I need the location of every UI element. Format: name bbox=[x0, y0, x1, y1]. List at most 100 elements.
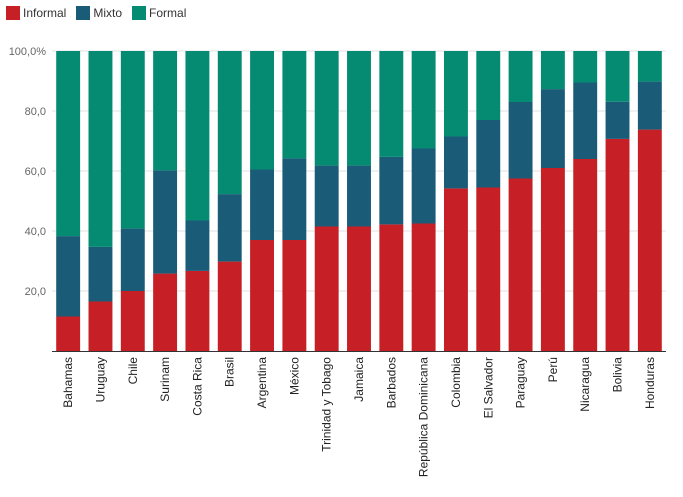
bar-segment-informal: Chile – Informal: 20 bbox=[120, 291, 145, 351]
bar-segment-informal: Nicaragua – Informal: 64 bbox=[573, 159, 598, 351]
x-tick-label: Honduras bbox=[643, 357, 657, 409]
bar-segment-informal: Perú – Informal: 61 bbox=[540, 168, 565, 351]
bar-segment-formal: México – Formal: 35.8 bbox=[282, 51, 307, 159]
bar-segment-mixto: Chile – Mixto: 20.8 bbox=[120, 228, 145, 291]
bar-group-argentina: Argentina – Informal: 37Argentina – Mixt… bbox=[250, 51, 275, 351]
x-tick-label: Chile bbox=[126, 357, 140, 385]
y-tick-label: 20,0 bbox=[25, 286, 46, 298]
bar-segment-mixto: El Salvador – Mixto: 22.5 bbox=[476, 120, 501, 188]
bar-segment-mixto: Nicaragua – Mixto: 25.5 bbox=[573, 82, 598, 159]
x-tick-label: Brasil bbox=[223, 357, 237, 387]
bar-group-nicaragua: Nicaragua – Informal: 64Nicaragua – Mixt… bbox=[573, 51, 598, 351]
bar-segment-formal: Perú – Formal: 12.7 bbox=[540, 51, 565, 90]
bar-group-uruguay: Uruguay – Informal: 16.5Uruguay – Mixto:… bbox=[88, 51, 113, 351]
bar-segment-informal: Honduras – Informal: 73.8 bbox=[637, 129, 662, 351]
bar-segment-informal: Brasil – Informal: 29.8 bbox=[217, 261, 242, 351]
legend-item-mixto[interactable]: Mixto bbox=[76, 6, 122, 20]
bar-segment-mixto: Uruguay – Mixto: 18.2 bbox=[88, 246, 113, 302]
x-tick-label: Costa Rica bbox=[190, 357, 204, 416]
bar-group-bolivia: Bolivia – Informal: 70.7Bolivia – Mixto:… bbox=[605, 51, 630, 351]
bar-segment-informal: Costa Rica – Informal: 26.7 bbox=[185, 270, 210, 351]
x-tick-label: Surinam bbox=[158, 357, 172, 402]
x-tick-label: Nicaragua bbox=[578, 357, 592, 412]
bar-segment-informal: República Dominicana – Informal: 42.5 bbox=[411, 223, 436, 351]
bar-segment-mixto: Costa Rica – Mixto: 16.8 bbox=[185, 220, 210, 271]
bar-segment-formal: Jamaica – Formal: 38.2 bbox=[347, 51, 371, 166]
bar-segment-mixto: Colombia – Mixto: 17.3 bbox=[443, 136, 468, 189]
x-tick-label: Colombia bbox=[449, 357, 463, 408]
y-tick-label: 100,0% bbox=[9, 46, 47, 58]
x-tick-label: Trinidad y Tobago bbox=[320, 357, 334, 452]
bar-segment-formal: Paraguay – Formal: 17 bbox=[508, 51, 533, 102]
bar-group-colombia: Colombia – Informal: 54.2Colombia – Mixt… bbox=[443, 51, 468, 351]
bar-group-méxico: México – Informal: 37México – Mixto: 27.… bbox=[282, 51, 307, 351]
y-tick-label: 60,0 bbox=[25, 166, 46, 178]
bar-group-el-salvador: El Salvador – Informal: 54.5El Salvador … bbox=[476, 51, 501, 351]
bar-group-brasil: Brasil – Informal: 29.8Brasil – Mixto: 2… bbox=[217, 51, 242, 351]
bar-segment-formal: Costa Rica – Formal: 56.5 bbox=[185, 51, 210, 221]
bar-segment-formal: Colombia – Formal: 28.5 bbox=[443, 51, 468, 137]
bar-segment-informal: México – Informal: 37 bbox=[282, 240, 307, 351]
bar-segment-mixto: Surinam – Mixto: 34.4 bbox=[153, 170, 178, 274]
bar-group-bahamas: Bahamas – Informal: 11.5Bahamas – Mixto:… bbox=[56, 51, 81, 351]
y-tick-label: 80,0 bbox=[25, 106, 46, 118]
bar-group-chile: Chile – Informal: 20Chile – Mixto: 20.8C… bbox=[120, 51, 145, 351]
bar-segment-informal: Bahamas – Informal: 11.5 bbox=[56, 316, 81, 351]
bar-segment-formal: Argentina – Formal: 39.5 bbox=[250, 51, 275, 170]
bar-segment-informal: Paraguay – Informal: 57.5 bbox=[508, 178, 533, 351]
legend-item-informal[interactable]: Informal bbox=[6, 6, 66, 20]
bar-segment-informal: Surinam – Informal: 25.8 bbox=[153, 273, 178, 351]
bar-segment-formal: El Salvador – Formal: 23 bbox=[476, 51, 501, 120]
bar-segment-formal: República Dominicana – Formal: 32.5 bbox=[411, 51, 436, 149]
bar-segment-informal: Argentina – Informal: 37 bbox=[250, 240, 275, 351]
bar-segment-mixto: Perú – Mixto: 26.3 bbox=[540, 89, 565, 168]
x-tick-label: El Salvador bbox=[481, 357, 495, 418]
bar-segment-mixto: República Dominicana – Mixto: 25 bbox=[411, 148, 436, 224]
bar-segment-formal: Barbados – Formal: 35.3 bbox=[379, 51, 404, 157]
x-tick-label: Argentina bbox=[255, 357, 269, 409]
legend: Informal Mixto Formal bbox=[6, 6, 186, 20]
bar-segment-informal: Trinidad y Tobago – Informal: 41.5 bbox=[314, 226, 339, 351]
bar-group-surinam: Surinam – Informal: 25.8Surinam – Mixto:… bbox=[153, 51, 178, 351]
bar-group-honduras: Honduras – Informal: 73.8Honduras – Mixt… bbox=[637, 51, 662, 351]
bar-segment-formal: Trinidad y Tobago – Formal: 38.2 bbox=[314, 51, 339, 166]
legend-label-formal: Formal bbox=[149, 6, 187, 20]
bar-segment-mixto: México – Mixto: 27.2 bbox=[282, 158, 307, 240]
bar-group-jamaica: Jamaica – Informal: 41.5Jamaica – Mixto:… bbox=[347, 51, 371, 351]
bar-segment-mixto: Paraguay – Mixto: 25.5 bbox=[508, 102, 533, 179]
bar-segment-informal: El Salvador – Informal: 54.5 bbox=[476, 187, 501, 351]
bar-group-república-dominicana: República Dominicana – Informal: 42.5Rep… bbox=[411, 51, 436, 351]
legend-swatch-informal bbox=[6, 6, 20, 20]
bar-segment-informal: Bolivia – Informal: 70.7 bbox=[605, 138, 630, 351]
bar-segment-formal: Chile – Formal: 59.2 bbox=[120, 51, 145, 229]
y-tick-label: 40,0 bbox=[25, 226, 46, 238]
bar-segment-formal: Bahamas – Formal: 61.7 bbox=[56, 51, 81, 237]
bar-segment-informal: Uruguay – Informal: 16.5 bbox=[88, 301, 113, 351]
legend-swatch-mixto bbox=[76, 6, 91, 20]
bar-segment-mixto: Jamaica – Mixto: 20.3 bbox=[347, 165, 371, 227]
bar-segment-mixto: Bolivia – Mixto: 12.4 bbox=[605, 101, 630, 139]
bar-segment-mixto: Trinidad y Tobago – Mixto: 20.3 bbox=[314, 165, 339, 227]
x-tick-label: Jamaica bbox=[352, 357, 366, 402]
x-tick-label: México bbox=[287, 357, 301, 395]
legend-swatch-formal bbox=[132, 6, 147, 20]
bar-segment-formal: Brasil – Formal: 47.7 bbox=[217, 51, 242, 195]
x-tick-label: Barbados bbox=[384, 357, 398, 408]
bar-segment-formal: Honduras – Formal: 10.2 bbox=[637, 51, 662, 82]
bar-group-costa-rica: Costa Rica – Informal: 26.7Costa Rica – … bbox=[185, 51, 210, 351]
bar-segment-mixto: Honduras – Mixto: 16 bbox=[637, 81, 662, 130]
x-tick-label: Bahamas bbox=[61, 357, 75, 408]
bar-segment-formal: Nicaragua – Formal: 10.5 bbox=[573, 51, 598, 83]
bar-segment-informal: Colombia – Informal: 54.2 bbox=[443, 188, 468, 351]
x-tick-label: Perú bbox=[546, 357, 560, 382]
bar-segment-formal: Bolivia – Formal: 16.9 bbox=[605, 51, 630, 102]
x-tick-label: República Dominicana bbox=[417, 357, 431, 477]
legend-item-formal[interactable]: Formal bbox=[132, 6, 186, 20]
x-tick-label: Paraguay bbox=[514, 357, 528, 408]
x-tick-label: Bolivia bbox=[611, 357, 625, 393]
bar-group-barbados: Barbados – Informal: 42.2Barbados – Mixt… bbox=[379, 51, 404, 351]
bar-segment-mixto: Argentina – Mixto: 23.5 bbox=[250, 169, 275, 240]
bar-segment-formal: Surinam – Formal: 39.8 bbox=[153, 51, 178, 171]
